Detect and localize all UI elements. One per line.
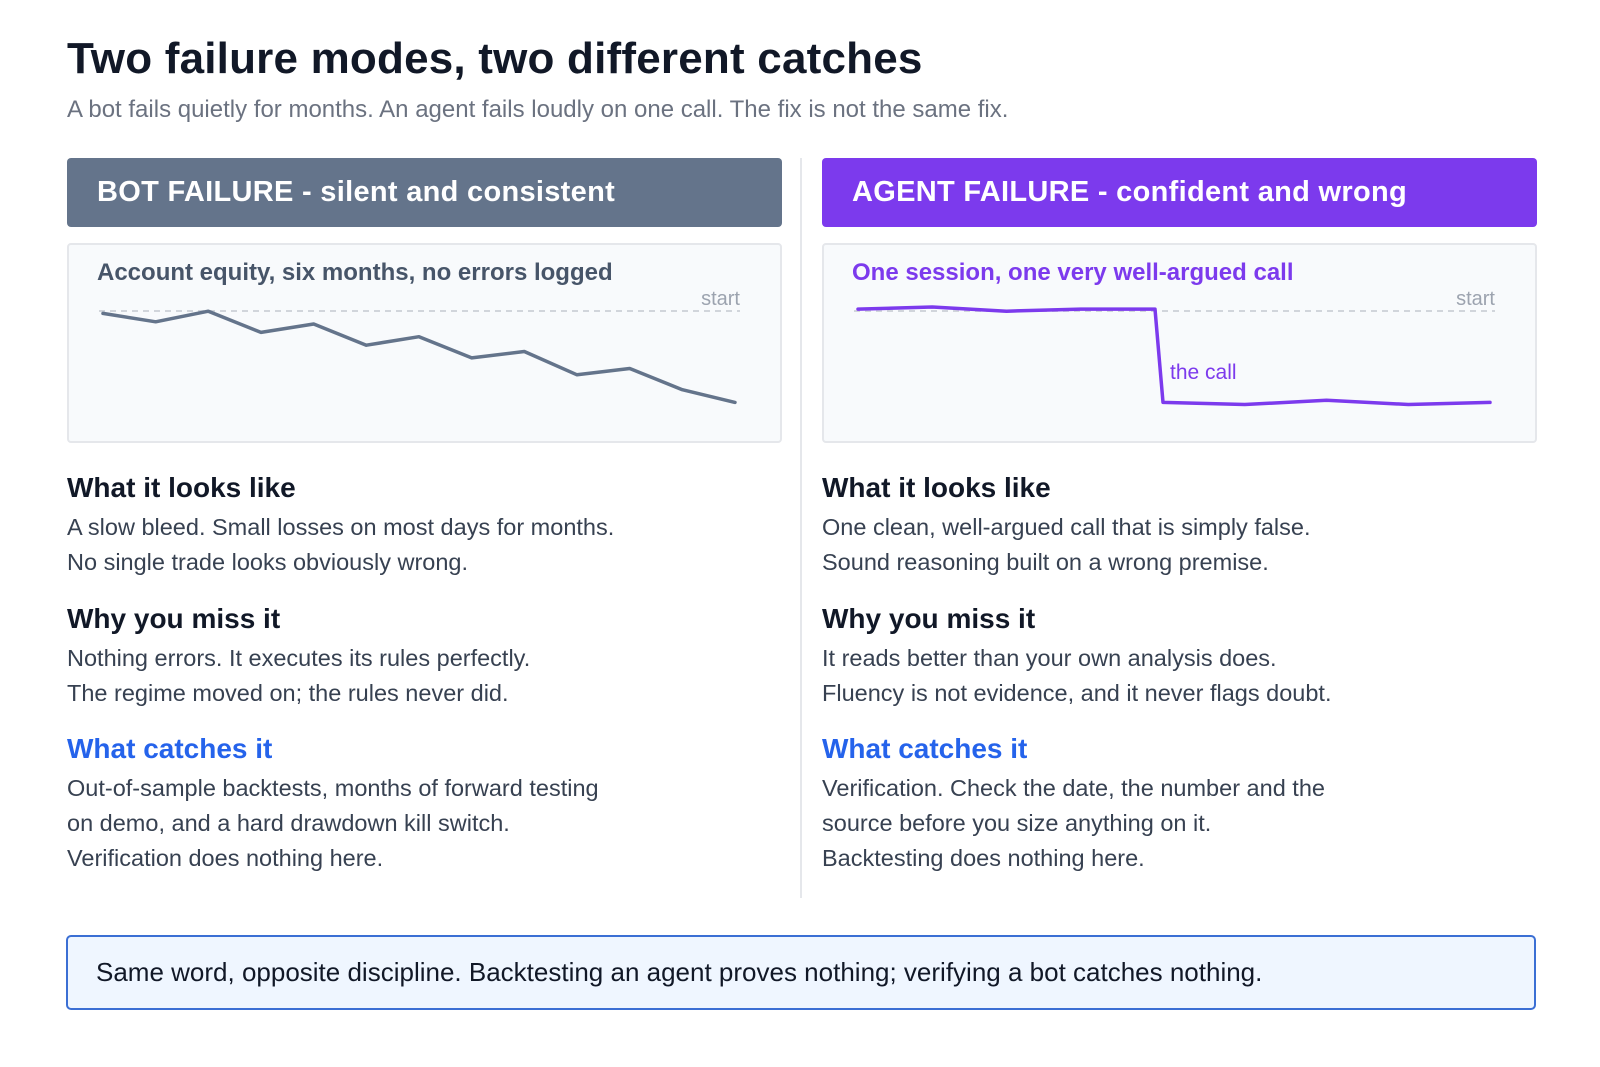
section-heading: What it looks like <box>67 472 296 503</box>
section-heading: What it looks like <box>822 472 1051 503</box>
the-call-annotation: the call <box>1170 361 1237 384</box>
bot-failure-column: BOT FAILURE - silent and consistent Acco… <box>67 158 782 871</box>
agent-why-you-miss-it: Why you miss it It reads better than you… <box>822 601 1331 711</box>
bot-start-label: start <box>701 288 740 310</box>
section-line: source before you size anything on it. <box>822 810 1212 836</box>
section-heading: What catches it <box>822 733 1028 764</box>
section-line: Verification. Check the date, the number… <box>822 775 1325 801</box>
bot-failure-header: BOT FAILURE - silent and consistent <box>67 158 782 227</box>
agent-failure-column: AGENT FAILURE - confident and wrong One … <box>822 158 1537 871</box>
section-heading: What catches it <box>67 733 273 764</box>
section-line: Sound reasoning built on a wrong premise… <box>822 549 1269 575</box>
bot-what-catches-it: What catches it Out-of-sample backtests,… <box>67 731 599 876</box>
bot-what-it-looks-like: What it looks like A slow bleed. Small l… <box>67 470 614 580</box>
section-line: Nothing errors. It executes its rules pe… <box>67 645 531 671</box>
page-title: Two failure modes, two different catches <box>67 34 923 83</box>
bot-equity-line <box>101 309 737 405</box>
bot-equity-chart: Account equity, six months, no errors lo… <box>67 243 782 443</box>
agent-start-label: start <box>1456 288 1495 310</box>
column-divider <box>800 158 802 898</box>
bot-chart-title: Account equity, six months, no errors lo… <box>97 259 613 286</box>
section-heading: Why you miss it <box>822 603 1036 634</box>
section-line: Fluency is not evidence, and it never fl… <box>822 680 1332 706</box>
section-line: Out-of-sample backtests, months of forwa… <box>67 775 599 801</box>
bot-why-you-miss-it: Why you miss it Nothing errors. It execu… <box>67 601 530 711</box>
section-line: One clean, well-argued call that is simp… <box>822 514 1311 540</box>
bot-chart-plot: start <box>99 288 740 405</box>
section-body: Verification. Check the date, the number… <box>822 771 1325 876</box>
page-subtitle: A bot fails quietly for months. An agent… <box>67 96 1009 123</box>
agent-chart-title: One session, one very well-argued call <box>852 259 1294 286</box>
section-line: A slow bleed. Small losses on most days … <box>67 514 615 540</box>
summary-callout: Same word, opposite discipline. Backtest… <box>66 935 1536 1010</box>
agent-session-chart: One session, one very well-argued call s… <box>822 243 1537 443</box>
section-line: Backtesting does nothing here. <box>822 845 1145 871</box>
section-heading: Why you miss it <box>67 603 281 634</box>
section-line: on demo, and a hard drawdown kill switch… <box>67 810 510 836</box>
section-body: One clean, well-argued call that is simp… <box>822 510 1311 580</box>
agent-failure-header: AGENT FAILURE - confident and wrong <box>822 158 1537 227</box>
agent-equity-line <box>856 305 1492 407</box>
agent-what-catches-it: What catches it Verification. Check the … <box>822 731 1325 876</box>
section-line: No single trade looks obviously wrong. <box>67 549 469 575</box>
section-line: It reads better than your own analysis d… <box>822 645 1277 671</box>
agent-chart-plot: start the call <box>854 288 1495 407</box>
section-body: Nothing errors. It executes its rules pe… <box>67 641 530 711</box>
section-line: Verification does nothing here. <box>67 845 384 871</box>
section-line: The regime moved on; the rules never did… <box>67 680 509 706</box>
section-body: Out-of-sample backtests, months of forwa… <box>67 771 599 876</box>
section-body: A slow bleed. Small losses on most days … <box>67 510 614 580</box>
agent-what-it-looks-like: What it looks like One clean, well-argue… <box>822 470 1311 580</box>
section-body: It reads better than your own analysis d… <box>822 641 1331 711</box>
